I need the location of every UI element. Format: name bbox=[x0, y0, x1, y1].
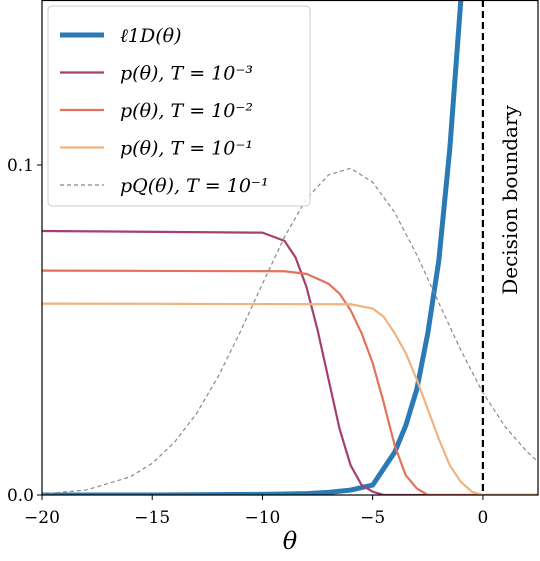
x-tick-label: −10 bbox=[244, 508, 280, 528]
x-tick-label: −5 bbox=[360, 508, 385, 528]
x-tick-label: −20 bbox=[24, 508, 60, 528]
legend-label: ℓ1D(θ) bbox=[120, 25, 182, 47]
x-tick-label: −15 bbox=[134, 508, 170, 528]
x-axis-label: θ bbox=[283, 527, 298, 555]
legend-label: p(θ), T = 10⁻³ bbox=[120, 63, 253, 85]
series-line bbox=[42, 167, 538, 495]
series-line bbox=[42, 0, 464, 495]
legend-label: pQ(θ), T = 10⁻¹ bbox=[120, 175, 269, 197]
y-tick-label: 0.1 bbox=[7, 156, 34, 176]
legend-label: p(θ), T = 10⁻² bbox=[120, 100, 253, 122]
legend: ℓ1D(θ) p(θ), T = 10⁻³ p(θ), T = 10⁻² p(θ), … bbox=[47, 5, 311, 207]
series-line bbox=[42, 229, 538, 495]
legend-label: p(θ), T = 10⁻¹ bbox=[120, 138, 253, 160]
series-line bbox=[42, 302, 538, 495]
y-tick-label: 0.0 bbox=[7, 486, 34, 506]
series-line bbox=[42, 269, 538, 495]
axes-frame bbox=[41, 0, 539, 496]
legend-box bbox=[47, 5, 311, 207]
x-tick-label: 0 bbox=[477, 508, 488, 528]
decision-boundary-label: Decision boundary bbox=[498, 105, 522, 295]
plot-area bbox=[42, 0, 538, 495]
